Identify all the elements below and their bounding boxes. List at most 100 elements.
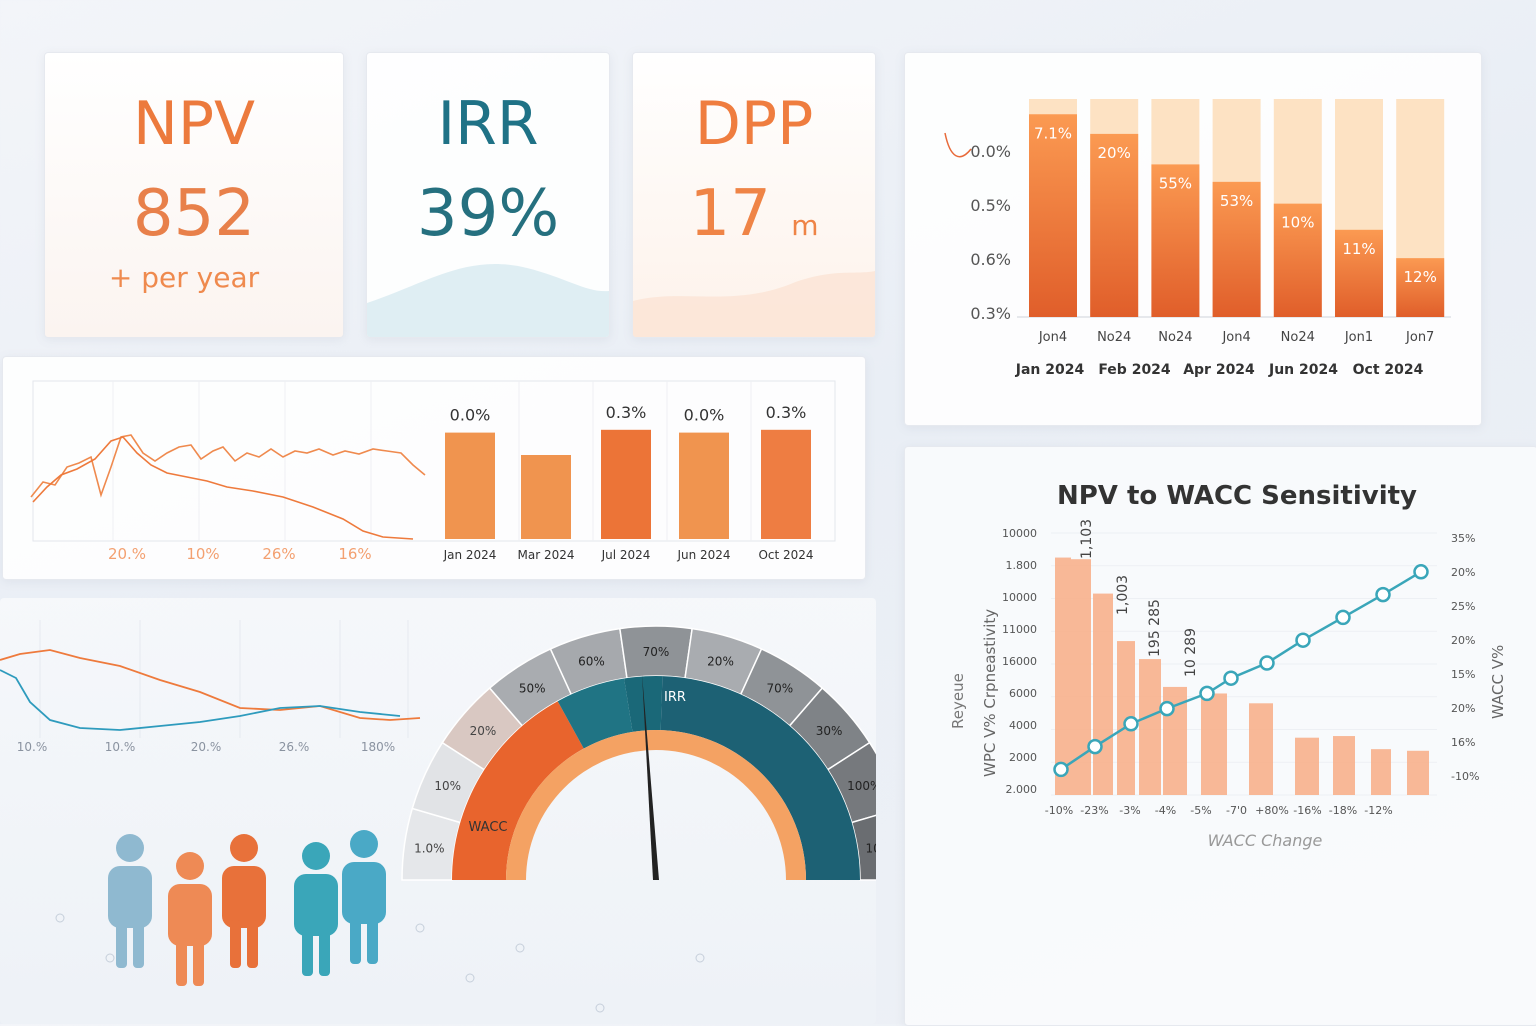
x-tick-label: -5% [1190, 804, 1211, 817]
data-label: 10% [1281, 214, 1314, 232]
bottom-left-chart: 10.% 10.% 20.% 26.% 180% 1.0% 10% 20% 50% 60% 70% 2… [0, 620, 876, 1013]
irr-value: 39% [416, 177, 560, 251]
bar [1333, 736, 1355, 795]
x-axis-label: WACC Change [1208, 831, 1323, 850]
x-tick-label: Jon4 [1038, 330, 1067, 345]
x-tick-label: -4% [1155, 804, 1176, 817]
data-label: 12% [1404, 268, 1437, 286]
bar [761, 429, 811, 539]
data-label: 53% [1220, 192, 1253, 210]
bar [1055, 557, 1071, 795]
bar-annotation: 1,103 [1079, 519, 1095, 559]
bar-annotation: 1,003 [1115, 575, 1131, 615]
bar [1335, 229, 1383, 317]
person-body [108, 866, 152, 928]
network-node [465, 973, 475, 983]
network-node [515, 943, 525, 953]
chart-title: NPV to WACC Sensitivity [1057, 481, 1417, 511]
gauge-mid-segment [557, 678, 633, 749]
bar [1371, 749, 1391, 795]
top-right-bar-card: 0.0% 0.5% 0.6% 0.3% 7.1% Jon4 20% No24 55% No24 53… [904, 52, 1482, 426]
line-point [1295, 632, 1311, 648]
y-left-tick-label: 10000 [1002, 527, 1037, 540]
y-right-tick-label: 20% [1451, 566, 1475, 579]
y-tick-label: 0.0% [970, 142, 1011, 161]
data-label: 0.0% [684, 406, 725, 425]
x-tick-label: No24 [1281, 330, 1315, 345]
x-tick-label: 180% [361, 740, 395, 754]
data-label: 11% [1342, 240, 1375, 258]
gauge-wacc-label: WACC [469, 820, 508, 835]
x-tick-label: Mar 2024 [518, 548, 575, 562]
y-right-axis-label: WACC V% [1489, 645, 1507, 719]
person-leg [116, 920, 127, 968]
bar [1212, 181, 1261, 317]
x-tick-label: 20.% [108, 545, 146, 563]
y-right-tick-label: 25% [1451, 600, 1475, 613]
x-tick-label: -16% [1293, 804, 1321, 817]
network-node [105, 953, 115, 963]
person-body [342, 862, 386, 924]
x-tick-label: 10.% [105, 740, 136, 754]
gauge-outer-label: 50% [519, 681, 546, 695]
x-tick-label: -3% [1119, 804, 1140, 817]
bar [1139, 659, 1161, 795]
bar [1029, 114, 1077, 317]
middle-strip-chart: 20.% 10% 26% 16% 0.0% Jan 2024 Mar 2024 0.3% Jul… [30, 380, 836, 563]
line-point [1375, 586, 1391, 603]
gauge-needle [642, 674, 659, 880]
person-leg [302, 928, 313, 976]
person-leg [193, 938, 204, 986]
gauge-wacc-segment [452, 701, 584, 880]
bar [1090, 133, 1139, 317]
gauge-outer-label: 1.0% [414, 841, 445, 855]
person-leg [230, 920, 241, 968]
gauge-outer-label: 70% [643, 645, 670, 659]
data-label: 0.3% [766, 403, 807, 422]
dpp-number: 17 [689, 177, 771, 251]
gauge-outer-label: 20% [470, 724, 497, 738]
line-point [1223, 670, 1239, 686]
series-line [30, 434, 426, 498]
y-left-tick-label: 11000 [1002, 623, 1037, 636]
series-line [32, 436, 414, 540]
bar-annotation: 10 289 [1183, 628, 1199, 677]
x-group-label: Feb 2024 [1098, 362, 1171, 378]
gauge-outer-label: 100% [847, 779, 876, 793]
y-right-tick-label: 35% [1451, 532, 1475, 545]
bar [1151, 164, 1200, 317]
gauge-outer-label: 70% [766, 681, 793, 695]
sensitivity-chart: NPV to WACC Sensitivity 10000 1.800 10000 11… [949, 481, 1507, 850]
plot-frame [32, 380, 836, 542]
x-tick-label: 26.% [279, 740, 310, 754]
network-node [55, 913, 65, 923]
x-tick-label: -18% [1329, 804, 1357, 817]
gauge-outer-label: 60% [578, 654, 605, 668]
person-leg [367, 916, 378, 964]
gauge-irr-label: IRR [664, 690, 686, 705]
person-body [294, 874, 338, 936]
x-tick-label: No24 [1097, 330, 1131, 345]
gauge-outer-label: 30% [816, 724, 843, 738]
bar [445, 432, 495, 539]
x-group-label: Jan 2024 [1015, 362, 1085, 378]
x-tick-label: -10% [1045, 804, 1073, 817]
y-left-tick-label: 6000 [1009, 687, 1037, 700]
network-node [415, 923, 425, 933]
line-point [1199, 685, 1215, 702]
x-tick-label: Jun 2024 [676, 548, 730, 562]
line-point [1413, 564, 1429, 580]
bar [601, 429, 651, 539]
line-point [1259, 655, 1275, 671]
y-left-tick-label: 10000 [1002, 591, 1037, 604]
y-left-tick-label: 4000 [1009, 719, 1037, 732]
bar [679, 432, 729, 539]
x-tick-label: Jan 2024 [443, 548, 497, 562]
x-tick-label: 20.% [191, 740, 222, 754]
person-leg [319, 928, 330, 976]
x-tick-label: 10.% [17, 740, 48, 754]
person-leg [350, 916, 361, 964]
data-label: 0.3% [606, 403, 647, 422]
x-tick-label: Jon7 [1405, 330, 1434, 345]
y-left-tick-label: 1.800 [1006, 559, 1038, 572]
